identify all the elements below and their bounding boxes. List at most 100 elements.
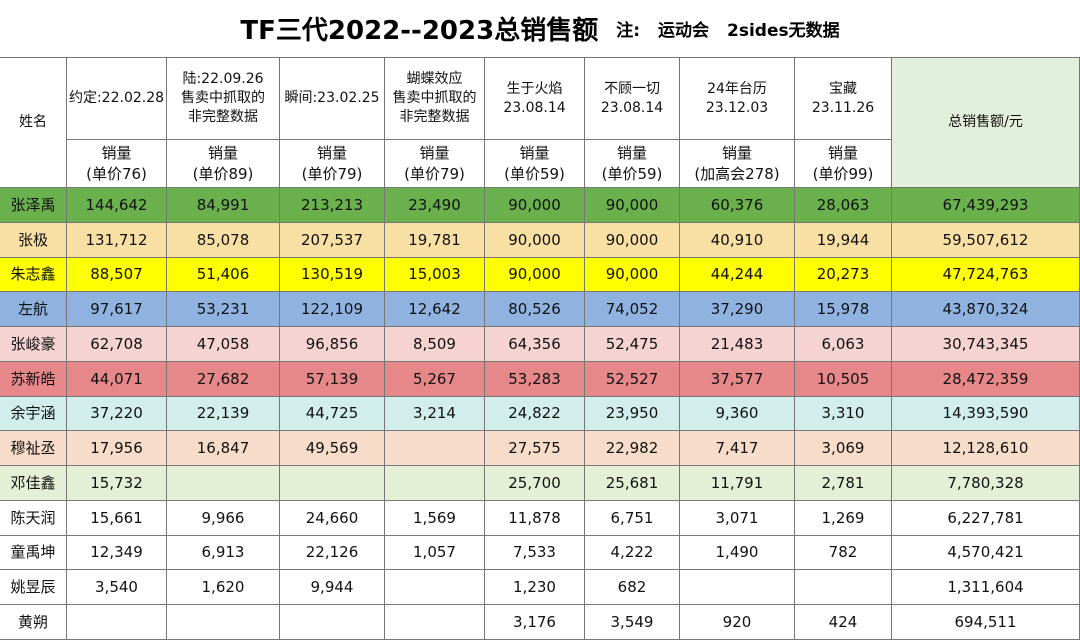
sales-cell: 3,069: [795, 431, 892, 467]
sales-value: 90,000: [605, 195, 659, 214]
unit-line: (单价79): [301, 164, 363, 183]
header-line: 姓名: [19, 114, 47, 131]
header-line: 陆:22.09.26: [182, 71, 264, 88]
sales-cell: 27,682: [167, 361, 280, 397]
member-name: 苏新皓: [10, 369, 56, 388]
sales-value: 25,700: [508, 473, 561, 492]
name-cell: 朱志鑫: [0, 257, 67, 293]
sales-value: 12,128,610: [942, 439, 1029, 458]
sales-value: 22,126: [305, 543, 359, 562]
sales-cell: 122,109: [280, 292, 385, 328]
member-name: 张泽禹: [10, 195, 56, 214]
unit-header: 销量 (单价79): [280, 140, 385, 188]
sales-cell: 88,507: [67, 257, 167, 293]
sales-cell: 131,712: [67, 222, 167, 258]
unit-line: (单价59): [601, 164, 663, 183]
header-line: 蝴蝶效应: [406, 71, 463, 88]
column-header: 宝藏 23.11.26: [795, 58, 892, 140]
title-bar: TF三代2022--2023总销售额 注: 运动会 2sides无数据: [0, 0, 1080, 58]
sales-value: 3,540: [95, 578, 138, 597]
sales-value: 12,642: [408, 300, 461, 319]
sales-value: 4,222: [610, 543, 654, 562]
sales-value: 12,349: [90, 543, 143, 562]
header-line: 售卖中抓取的: [181, 90, 265, 107]
sales-cell: 920: [680, 605, 795, 640]
sales-cell: 1,311,604: [892, 570, 1080, 606]
name-cell: 张极: [0, 222, 67, 258]
sales-cell: 1,057: [385, 535, 485, 571]
member-name: 张峻豪: [10, 334, 56, 353]
sales-cell: [167, 466, 280, 501]
sales-value: 3,176: [513, 612, 556, 631]
sales-cell: [795, 570, 892, 606]
sales-value: 7,780,328: [947, 473, 1024, 492]
unit-line: 销量: [616, 144, 647, 163]
member-name: 穆祉丞: [10, 439, 56, 458]
sales-cell: 23,950: [585, 396, 680, 432]
sales-cell: [385, 431, 485, 467]
header-line: 总销售额/元: [948, 114, 1023, 131]
sales-value: 207,537: [300, 230, 364, 249]
sales-value: 90,000: [508, 230, 561, 249]
sales-cell: 20,273: [795, 257, 892, 293]
sales-cell: 51,406: [167, 257, 280, 293]
sales-value: 6,227,781: [947, 508, 1024, 527]
sales-cell: 12,642: [385, 292, 485, 328]
sales-cell: 40,910: [680, 222, 795, 258]
sales-value: 97,617: [90, 300, 143, 319]
sales-value: 1,620: [201, 578, 245, 597]
sales-value: 47,058: [196, 334, 250, 353]
sales-cell: 14,393,590: [892, 396, 1080, 432]
sales-cell: 25,681: [585, 466, 680, 501]
unit-line: (单价79): [404, 164, 465, 183]
sales-cell: 3,549: [585, 605, 680, 640]
sales-cell: 782: [795, 535, 892, 571]
unit-line: 销量: [207, 144, 238, 163]
sales-value: 30,743,345: [942, 334, 1029, 353]
sales-cell: 85,078: [167, 222, 280, 258]
sales-cell: 9,944: [280, 570, 385, 606]
sales-cell: 16,847: [167, 431, 280, 467]
name-cell: 黄朔: [0, 605, 67, 640]
sales-cell: 8,509: [385, 327, 485, 362]
sales-cell: 7,417: [680, 431, 795, 467]
unit-line: 销量: [721, 144, 752, 163]
member-name: 陈天润: [10, 508, 56, 527]
column-header: 陆:22.09.26 售卖中抓取的 非完整数据: [167, 58, 280, 140]
sales-cell: 44,071: [67, 361, 167, 397]
sales-value: 9,966: [201, 508, 245, 527]
unit-line: 销量: [519, 144, 550, 163]
sales-cell: 3,310: [795, 396, 892, 432]
sales-value: 44,071: [90, 369, 143, 388]
sales-value: 15,003: [408, 265, 461, 284]
sales-value: 4,570,421: [947, 543, 1024, 562]
sales-cell: 22,139: [167, 396, 280, 432]
sales-cell: 1,569: [385, 500, 485, 536]
sales-value: 1,230: [513, 578, 556, 597]
sales-cell: 53,231: [167, 292, 280, 328]
sales-value: 43,870,324: [942, 300, 1029, 319]
sales-value: 57,139: [305, 369, 359, 388]
sales-value: 44,725: [305, 404, 359, 423]
title: TF三代2022--2023总销售额: [240, 16, 599, 46]
sales-cell: 1,269: [795, 500, 892, 536]
sales-cell: 130,519: [280, 257, 385, 293]
sales-cell: 1,620: [167, 570, 280, 606]
name-cell: 张泽禹: [0, 188, 67, 223]
sales-value: 74,052: [605, 300, 659, 319]
sales-value: 14,393,590: [942, 404, 1029, 423]
member-name: 左航: [17, 300, 48, 319]
member-name: 姚昱辰: [10, 578, 56, 597]
name-cell: 姚昱辰: [0, 570, 67, 606]
sales-value: 28,063: [816, 195, 870, 214]
sales-cell: 694,511: [892, 605, 1080, 640]
sales-cell: 84,991: [167, 188, 280, 223]
sales-cell: 67,439,293: [892, 188, 1080, 223]
sales-cell: 4,570,421: [892, 535, 1080, 571]
sales-value: 7,533: [513, 543, 556, 562]
sales-value: 19,781: [408, 230, 461, 249]
sales-value: 1,569: [413, 508, 456, 527]
unit-line: (单价99): [812, 164, 874, 183]
sales-cell: 11,878: [485, 500, 585, 536]
sales-value: 3,549: [610, 612, 654, 631]
